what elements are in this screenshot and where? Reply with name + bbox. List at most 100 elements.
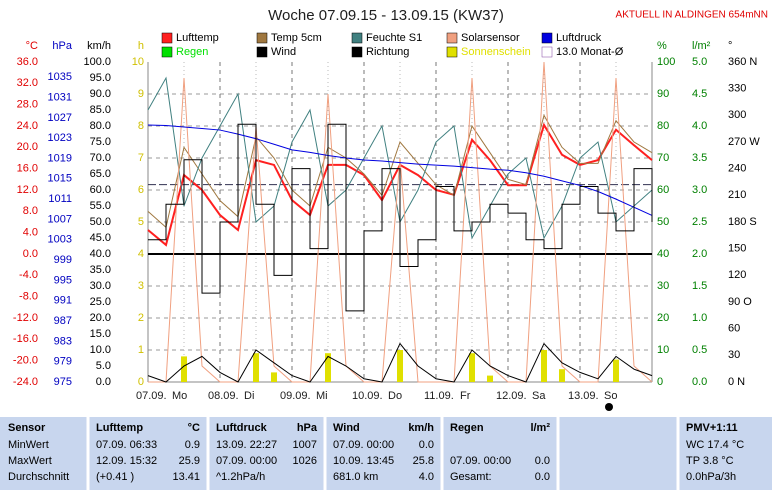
tick-label: 36.0 [17,56,38,68]
tick-label: 12.0 [17,184,38,196]
day-date: 12.09. [496,390,527,402]
table-header: hPa [297,422,318,434]
tick-label: 4.0 [692,120,707,132]
tick-label: -4.0 [19,269,38,281]
legend-swatch [446,46,458,58]
table-cell: Durchschnitt [8,471,69,483]
tick-label: -8.0 [19,291,38,303]
table-cell: 07.09. 00:00 [333,439,394,451]
tick-label: 1 [138,344,144,356]
bar [397,350,403,382]
day-name: Di [244,390,254,402]
tick-label: 60 [657,184,669,196]
tick-label: 70 [657,152,669,164]
tick-label: 0.0 [692,376,707,388]
tick-label: 80.0 [90,120,111,132]
legend-swatch [256,32,268,44]
tick-label: 995 [54,274,72,286]
table-cell: TP 3.8 °C [686,455,734,467]
tick-label: 32.0 [17,77,38,89]
table-cell: 0.0 [419,439,434,451]
tick-label: 999 [54,254,72,266]
table-cell: 07.09. 00:00 [450,455,511,467]
table-cell: MinWert [8,439,49,451]
tick-label: 979 [54,356,72,368]
tick-label: 360 N [728,56,757,68]
axis-unit: °C [26,40,38,52]
tick-label: 1.0 [692,312,707,324]
tick-label: 1015 [48,173,72,185]
day-name: Fr [460,390,471,402]
tick-label: 5.0 [96,360,111,372]
tick-label: 0 [138,376,144,388]
legend-label: Wind [271,46,296,58]
table-cell: 4.0 [419,471,434,483]
legend-swatch [446,32,458,44]
tick-label: 60 [728,323,740,335]
table-header: l/m² [530,422,550,434]
bar [613,359,619,382]
table-cell: 0.0 [535,455,550,467]
tick-label: 4.5 [692,88,707,100]
legend-label: Solarsensor [461,32,520,44]
tick-label: 9 [138,88,144,100]
tick-label: 0 N [728,376,745,388]
tick-label: 0 [657,376,663,388]
tick-label: 1027 [48,112,72,124]
table-header: Wind [333,422,360,434]
legend-swatch [541,32,553,44]
tick-label: 16.0 [17,163,38,175]
tick-label: 0.5 [692,344,707,356]
tick-label: 1035 [48,71,72,83]
table-cell: 12.09. 15:32 [96,455,157,467]
day-name: Mi [316,390,328,402]
tick-label: 270 W [728,136,760,148]
day-name: So [604,390,617,402]
tick-label: 210 [728,189,746,201]
tick-label: 0.0 [96,376,111,388]
bar [541,350,547,382]
table-cell: 0.0hPa/3h [686,471,736,483]
tick-label: 1011 [48,193,72,205]
axis-unit: l/m² [692,40,711,52]
chart-title: Woche 07.09.15 - 13.09.15 (KW37) [268,7,504,24]
tick-label: 25.0 [90,296,111,308]
tick-label: 3.5 [692,152,707,164]
tick-label: 2.5 [692,216,707,228]
tick-label: 30 [657,280,669,292]
station-label: AKTUELL IN ALDINGEN 654mNN [616,10,768,21]
tick-label: 30 [728,349,740,361]
day-date: 08.09. [208,390,239,402]
tick-label: 1019 [48,152,72,164]
tick-label: 8 [138,120,144,132]
tick-label: 0.0 [23,248,38,260]
tick-label: 65.0 [90,168,111,180]
tick-label: 1003 [48,234,72,246]
legend-swatch [256,46,268,58]
legend-label: Regen [176,46,208,58]
table-header: Luftdruck [216,422,268,434]
tick-label: 3.0 [692,184,707,196]
day-date: 07.09. [136,390,167,402]
legend-swatch [161,32,173,44]
tick-label: 3 [138,280,144,292]
series-line [147,114,653,229]
tick-label: -24.0 [13,376,38,388]
tick-label: 300 [728,109,746,121]
tick-label: 4.0 [23,227,38,239]
tick-label: 85.0 [90,104,111,116]
table-cell: 10.09. 13:45 [333,455,394,467]
tick-label: 8.0 [23,205,38,217]
tick-label: 991 [54,295,72,307]
tick-label: 95.0 [90,72,111,84]
series-line [148,123,653,312]
bar [325,353,331,382]
tick-label: 240 [728,163,746,175]
tick-label: 35.0 [90,264,111,276]
day-name: Mo [172,390,187,402]
tick-label: 20.0 [90,312,111,324]
legend-swatch [351,46,363,58]
table-cell: 07.09. 00:00 [216,455,277,467]
